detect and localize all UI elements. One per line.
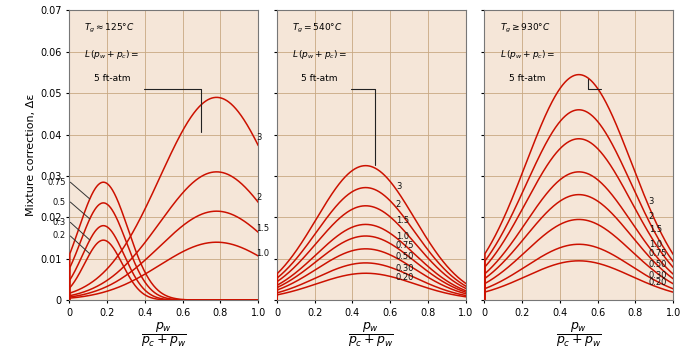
Text: 3: 3: [396, 182, 401, 191]
Text: $T_g = 540$°C: $T_g = 540$°C: [292, 22, 343, 35]
Text: $L\,(p_w + p_c) =$: $L\,(p_w + p_c) =$: [500, 48, 555, 61]
Text: 1.0: 1.0: [649, 239, 662, 248]
Text: $T_g \geq 930$°C: $T_g \geq 930$°C: [500, 22, 550, 35]
Text: 0.20: 0.20: [649, 279, 667, 288]
Text: 0.5: 0.5: [53, 198, 66, 207]
Text: 5 ft-atm: 5 ft-atm: [94, 74, 130, 83]
Text: $T_g \approx 125$°C: $T_g \approx 125$°C: [85, 22, 135, 35]
Text: 0.20: 0.20: [396, 273, 414, 282]
Text: 5 ft-atm: 5 ft-atm: [301, 74, 338, 83]
X-axis label: $\dfrac{p_w}{p_c + p_w}$: $\dfrac{p_w}{p_c + p_w}$: [348, 321, 394, 349]
Text: 0.3: 0.3: [52, 218, 66, 227]
Text: 0.30: 0.30: [649, 271, 667, 280]
Text: 0.50: 0.50: [396, 252, 414, 261]
Text: 3: 3: [649, 197, 654, 206]
Text: 0.75: 0.75: [396, 241, 414, 250]
Text: 2: 2: [649, 212, 654, 221]
Text: 1.0: 1.0: [396, 231, 409, 240]
X-axis label: $\dfrac{p_w}{p_c + p_w}$: $\dfrac{p_w}{p_c + p_w}$: [556, 321, 602, 349]
Text: 1.5: 1.5: [396, 216, 409, 225]
Y-axis label: Mixture correction, Δε: Mixture correction, Δε: [26, 94, 36, 216]
X-axis label: $\dfrac{p_w}{p_c + p_w}$: $\dfrac{p_w}{p_c + p_w}$: [141, 321, 187, 349]
Text: 2: 2: [256, 193, 262, 202]
Text: $L\,(p_w + p_c) =$: $L\,(p_w + p_c) =$: [85, 48, 140, 61]
Text: 1.5: 1.5: [256, 224, 269, 233]
Text: $L\,(p_w + p_c) =$: $L\,(p_w + p_c) =$: [292, 48, 348, 61]
Text: 0.30: 0.30: [396, 264, 414, 273]
Text: 5 ft-atm: 5 ft-atm: [509, 74, 545, 83]
Text: 0.2: 0.2: [53, 231, 66, 240]
Text: 1.5: 1.5: [649, 225, 662, 234]
Text: 0.75: 0.75: [47, 178, 66, 187]
Text: 3: 3: [256, 133, 262, 142]
Text: 0.75: 0.75: [649, 250, 667, 259]
Text: 2: 2: [396, 200, 401, 209]
Text: 1.0: 1.0: [256, 249, 269, 258]
Text: 0.50: 0.50: [649, 260, 667, 269]
